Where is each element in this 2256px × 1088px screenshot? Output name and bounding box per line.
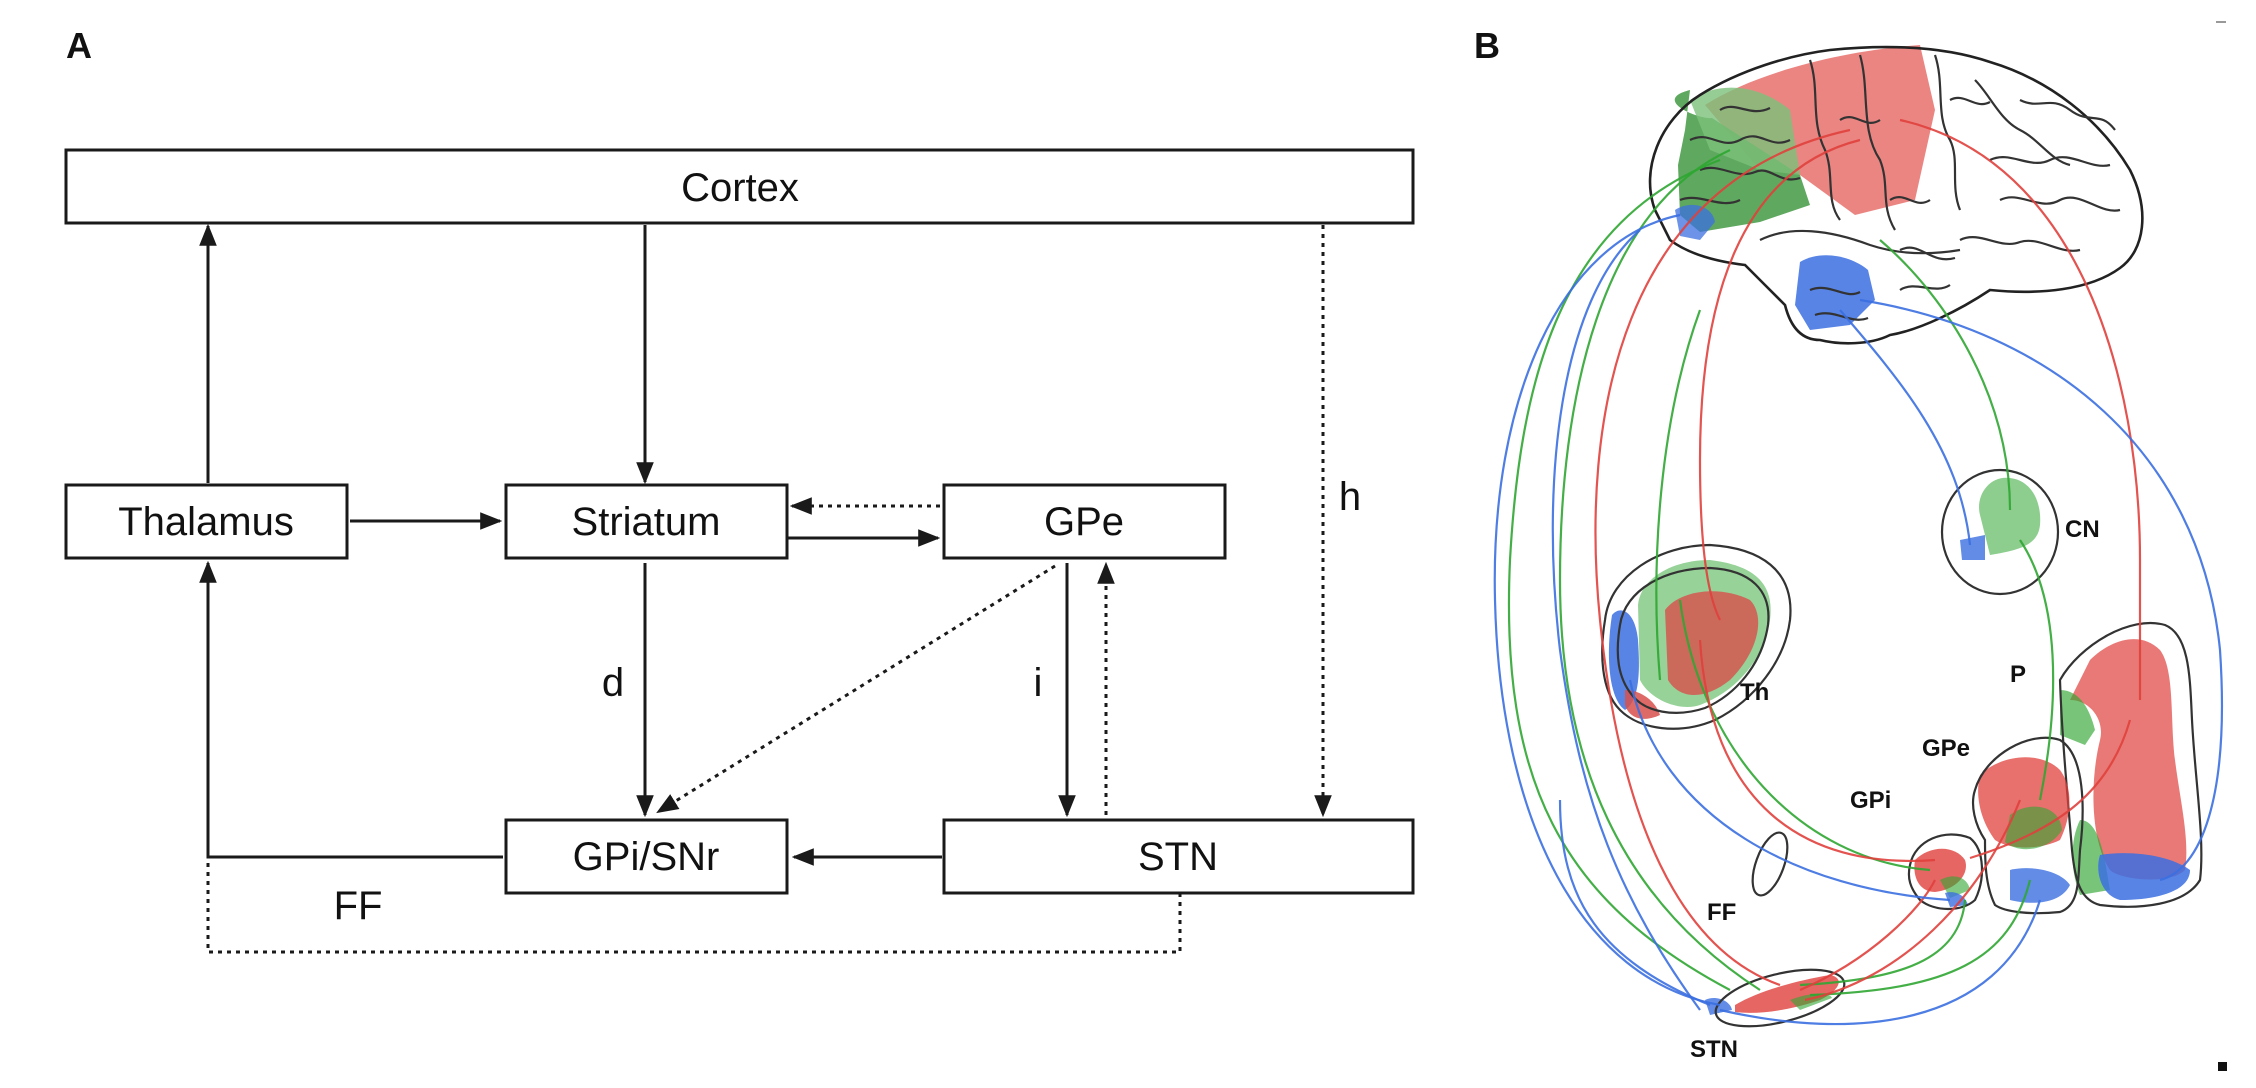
subcortical-nuclei <box>1601 468 2203 1028</box>
gpi-snr-node: GPi/SNr <box>504 818 789 895</box>
red-path-put-gpi <box>1969 719 2132 860</box>
green-path-cn-gpe <box>2019 539 2055 801</box>
red-path-stn-gpi <box>1799 879 1936 992</box>
green-path-cn <box>1879 239 2012 511</box>
cn-outline <box>1940 468 2060 596</box>
p-assoc-fill <box>2060 690 2095 745</box>
ff-loop-dotted <box>206 857 1182 954</box>
gpi-outline <box>1907 833 1984 911</box>
blue-path-2 <box>1551 229 1701 1011</box>
motor-cortex-region <box>1705 45 1935 215</box>
cortex-label: Cortex <box>681 166 799 210</box>
red-path-1 <box>1698 138 1861 621</box>
direct-pathway-label: d <box>602 661 624 705</box>
green-path-thal <box>1655 309 1702 681</box>
arrow-gpi-to-thalamus <box>199 560 503 859</box>
panel-a: A <box>64 25 1415 954</box>
blue-path-1 <box>1493 213 1721 1007</box>
stn-box <box>942 818 1415 895</box>
panel-a-letter: A <box>66 25 92 66</box>
red-path-stn-gpe <box>1804 799 2022 1002</box>
panel-b: B <box>1474 21 2227 1071</box>
p-outline <box>2058 622 2203 908</box>
arrow-gpe-to-gpi-dotted <box>656 564 1056 814</box>
gpe-box <box>942 483 1227 560</box>
blue-path-stn-up <box>1558 799 1711 1007</box>
striatum-label: Striatum <box>572 500 721 544</box>
cn-label: CN <box>2065 516 2100 543</box>
cn-assoc-fill <box>1979 477 2041 555</box>
red-path-2 <box>1594 128 1851 987</box>
green-path-stn-gpe <box>1809 879 2032 997</box>
blue-path-cn <box>1839 309 1972 546</box>
thalamus-box <box>64 483 349 560</box>
projection-pathways <box>1493 118 2224 1026</box>
thalamus-label: Thalamus <box>118 500 294 544</box>
panel-a-connections <box>199 223 1332 954</box>
gpi-limbic-fill <box>1945 892 1968 907</box>
limbic-cortex-small <box>1675 204 1715 240</box>
indirect-pathway-label: i <box>1034 661 1043 705</box>
cn-limbic-fill <box>1960 535 1985 560</box>
feedforward-label: FF <box>334 884 383 928</box>
thalamus-node: Thalamus <box>64 483 349 560</box>
gpi-region-label: GPi <box>1850 787 1891 814</box>
gpe-limbic-fill <box>2010 868 2070 903</box>
panel-b-letter: B <box>1474 25 1500 66</box>
p-limbic-fill <box>2098 853 2190 900</box>
cortex-box <box>64 148 1415 225</box>
corner-mark <box>2218 1062 2227 1071</box>
gpe-node: GPe <box>942 483 1227 560</box>
green-path-2 <box>1558 149 1761 991</box>
brain-outline <box>1648 45 2144 345</box>
red-path-th-gpi <box>1698 639 1936 862</box>
ff-region-label: FF <box>1707 899 1736 926</box>
p-label: P <box>2010 661 2026 688</box>
associative-cortex-region <box>1690 87 1800 175</box>
blue-path-th-gpi <box>1628 679 1951 902</box>
th-inner-outline <box>1616 566 1770 714</box>
limbic-cortex-region <box>1795 255 1875 330</box>
hyperdirect-pathway-label: h <box>1339 475 1361 519</box>
striatum-node: Striatum <box>504 483 789 560</box>
th-label: Th <box>1740 679 1769 706</box>
green-path-th-gpi <box>1678 599 1931 872</box>
gpe-region-label: GPe <box>1922 735 1970 762</box>
th-motor-fill <box>1665 591 1759 695</box>
green-path-stn-gpi <box>1799 899 1967 987</box>
stn-label: STN <box>1138 835 1218 879</box>
gpi-snr-box <box>504 818 789 895</box>
cortex-node: Cortex <box>64 148 1415 225</box>
gpi-snr-label: GPi/SNr <box>573 835 720 879</box>
stn-region-label: STN <box>1690 1036 1738 1063</box>
blue-path-stn-gpe <box>1719 899 2042 1026</box>
gpe-outline <box>1971 736 2084 915</box>
striatum-box <box>504 483 789 560</box>
p-motor-fill <box>2070 639 2187 880</box>
region-labels: CN Th P GPe GPi FF STN <box>1690 516 2100 1063</box>
green-path-1 <box>1507 158 1731 991</box>
stn-node: STN <box>942 818 1415 895</box>
gpe-label: GPe <box>1044 500 1124 544</box>
ff-outline <box>1751 831 1789 897</box>
th-outline <box>1601 543 1792 730</box>
blue-path-put <box>1859 298 2224 882</box>
brain-illustration <box>1648 45 2144 345</box>
stn-assoc-fill <box>1790 993 1832 1010</box>
